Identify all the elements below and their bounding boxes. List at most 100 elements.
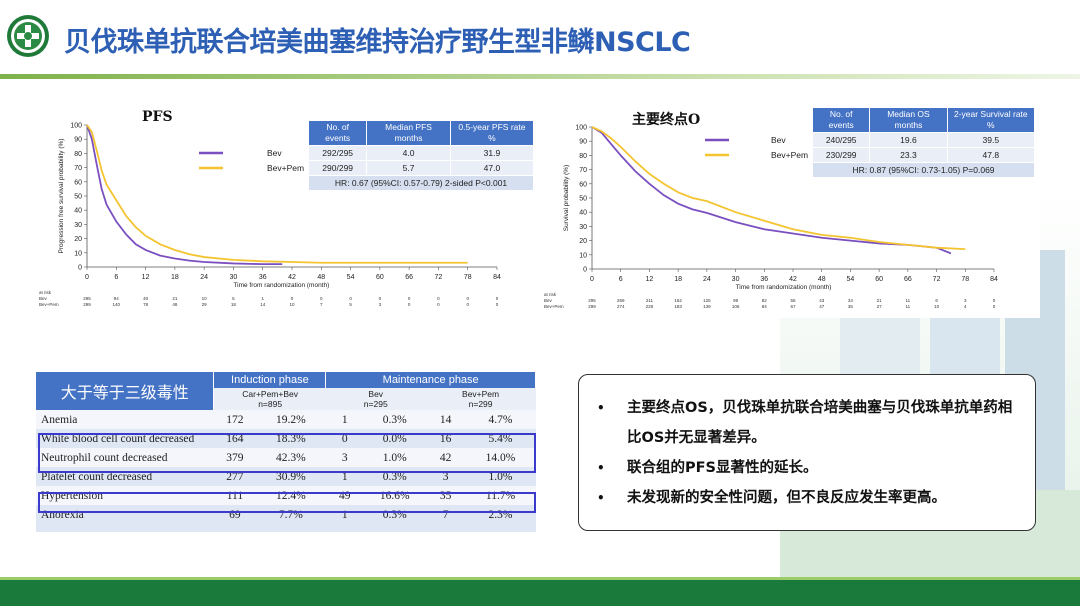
cell: 3 (425, 467, 466, 486)
cell: 7 (425, 505, 466, 524)
pfs-header-rate: 0.5-year PFS rate % (449, 120, 535, 146)
pfs-at-risk-value: 1 (261, 296, 264, 301)
os-x-tick-label: 78 (961, 276, 969, 283)
os-panel: 主要终点OS 0 10 20 30 40 50 60 70 80 90 100 0 6 12 18 24 30 3… (540, 100, 1040, 318)
pfs-table-corner-2 (262, 120, 309, 146)
pfs-hr-spacer (194, 175, 263, 191)
os-legend-swatch-bev (700, 132, 767, 148)
os-x-tick-label: 30 (732, 276, 740, 283)
os-x-tick-label: 84 (990, 276, 998, 283)
bullet-text: 联合组的PFS显著性的延长。 (627, 460, 818, 476)
pfs-at-risk-value: 0 (408, 296, 411, 301)
os-at-risk-value: 10 (934, 304, 940, 309)
table-row: Neutrophil count decreased 379 42.3% 3 1… (36, 448, 536, 467)
cell: 111 (213, 486, 256, 505)
pfs-at-risk-value: 0 (291, 296, 294, 301)
slide-footer (0, 580, 1080, 606)
os-cell-rate: 47.8 (946, 147, 1036, 163)
os-header-median: Median OS months (869, 107, 948, 133)
os-at-risk-value: 55 (790, 298, 796, 303)
cell: 1 (325, 410, 364, 429)
key-findings-box: • 主要终点OS，贝伐珠单抗联合培美曲塞与贝伐珠单抗单药相比OS并无显著差异。 •… (578, 374, 1036, 531)
os-at-risk-value: 162 (674, 298, 682, 303)
pfs-summary-table: No. of events Median PFS months 0.5-year… (194, 120, 535, 191)
toxicity-name: Anorexia (36, 505, 214, 524)
pfs-at-risk-row-name: Bev (39, 296, 48, 301)
cell: 1 (325, 467, 364, 486)
pfs-cell-median: 4.0 (366, 145, 451, 161)
pfs-at-risk-value: 0 (496, 302, 499, 307)
pfs-header-median: Median PFS months (366, 120, 451, 146)
os-hazard-ratio: HR: 0.87 (95%CI: 0.73-1.05) P=0.069 (812, 162, 1035, 178)
os-header-rate: 2-year Survival rate % (946, 107, 1036, 133)
cell: 49 (325, 486, 364, 505)
os-at-risk-value: 82 (762, 298, 768, 303)
os-at-risk-value: 4 (964, 304, 967, 309)
pfs-at-risk-value: 0 (320, 296, 323, 301)
os-at-risk-label: at risk (544, 292, 557, 297)
pfs-x-tick-label: 84 (493, 274, 501, 281)
os-y-tick-label: 10 (579, 252, 587, 259)
pfs-at-risk-value: 7 (320, 302, 323, 307)
pfs-y-tick-label: 100 (70, 123, 82, 130)
pfs-panel: PFS 0 10 20 30 40 50 60 70 80 90 100 0 6 12 18 24 30 36 42… (34, 100, 535, 318)
os-x-tick-label: 0 (590, 276, 594, 283)
pfs-x-axis-label: Time from randomization (month) (233, 282, 329, 289)
pfs-at-risk-value: 48 (172, 302, 178, 307)
list-item: • 主要终点OS，贝伐珠单抗联合培美曲塞与贝伐珠单抗单药相比OS并无显著差异。 (593, 393, 1023, 453)
os-cell-rate: 39.5 (946, 132, 1036, 148)
maintenance-phase-header: Maintenance phase (325, 372, 536, 388)
os-y-tick-label: 80 (579, 153, 587, 160)
pfs-at-risk-value: 0 (408, 302, 411, 307)
os-at-risk-value: 67 (790, 304, 796, 309)
os-at-risk-value: 3 (964, 298, 967, 303)
pfs-at-risk-value: 10 (289, 302, 295, 307)
pfs-row-label-bev: Bev (261, 145, 310, 161)
cell: 5.4% (465, 429, 536, 448)
os-x-tick-label: 72 (933, 276, 941, 283)
os-x-axis-label: Time from randomization (month) (736, 284, 832, 291)
bullet-dot-icon: • (597, 491, 605, 505)
cell: 172 (213, 410, 256, 429)
os-row-label-bevpem: Bev+Pem (765, 147, 814, 163)
cell: 42.3% (255, 448, 326, 467)
toxicity-table-panel: 大于等于三级毒性 Induction phase Maintenance pha… (36, 372, 536, 532)
os-cell-events: 230/299 (812, 147, 871, 163)
pfs-at-risk-row-name: Bev+Pem (39, 302, 59, 307)
cell: 1.0% (363, 448, 426, 467)
pfs-at-risk-value: 0 (466, 302, 469, 307)
pfs-hr-spacer-2 (261, 175, 310, 191)
os-at-risk-value: 47 (819, 304, 825, 309)
pfs-cell-rate: 47.0 (449, 160, 535, 176)
cell: 0.3% (363, 467, 426, 486)
slide-title: 贝伐珠单抗联合培美曲塞维持治疗野生型非鳞NSCLC (64, 27, 691, 58)
os-x-tick-label: 24 (703, 276, 711, 283)
pfs-at-risk-value: 94 (114, 296, 120, 301)
cell: 0 (325, 429, 364, 448)
pfs-legend-swatch-bevpem (194, 160, 263, 176)
pfs-table-corner (194, 120, 263, 146)
pfs-at-risk-value: 14 (260, 302, 266, 307)
os-at-risk-value: 99 (733, 298, 739, 303)
os-table-corner (700, 107, 767, 133)
cell: 12.4% (255, 486, 326, 505)
pfs-at-risk-value: 0 (349, 296, 352, 301)
os-x-tick-label: 6 (619, 276, 623, 283)
cell: 1 (325, 505, 364, 524)
footer-accent (0, 577, 1080, 580)
os-at-risk-value: 299 (588, 304, 596, 309)
toxicity-name: White blood cell count decreased (36, 429, 214, 448)
pfs-y-tick-label: 70 (74, 165, 82, 172)
pfs-y-tick-label: 60 (74, 179, 82, 186)
pfs-row-label-bevpem: Bev+Pem (261, 160, 310, 176)
os-x-tick-label: 48 (818, 276, 826, 283)
table-row: Hypertension 111 12.4% 49 16.6% 35 11.7% (36, 486, 536, 505)
os-at-risk-value: 11 (906, 304, 911, 309)
cell: 19.2% (255, 410, 326, 429)
pfs-x-tick-label: 12 (142, 274, 150, 281)
os-at-risk-value: 35 (848, 304, 854, 309)
os-y-tick-label: 60 (579, 181, 587, 188)
os-at-risk-value: 274 (617, 304, 625, 309)
os-x-tick-label: 66 (904, 276, 912, 283)
pfs-y-tick-label: 50 (74, 194, 82, 201)
